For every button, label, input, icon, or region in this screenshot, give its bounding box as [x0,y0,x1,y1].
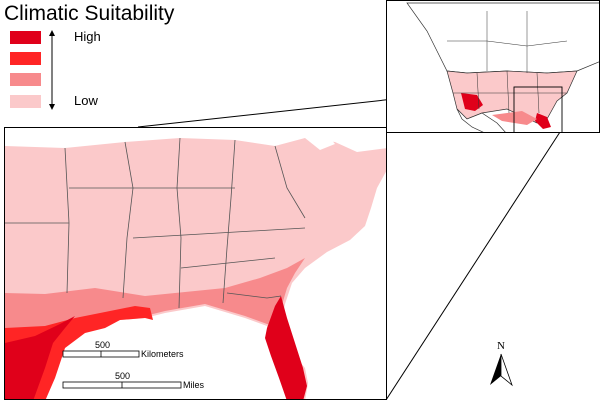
scale-bar-miles: 500 Miles [62,371,205,390]
legend-swatch-low [10,95,41,108]
main-map: 500 Kilometers 500 Miles [4,127,387,400]
scale-bar-kilometers: 500 Kilometers [62,340,184,359]
gulf-of-mexico [45,306,300,399]
legend-swatch-high [10,52,41,65]
legend-high-label: High [74,29,101,44]
inset-mexico [456,108,506,132]
inset-extent-box [513,86,563,132]
north-arrow-n: N [497,340,505,352]
inset-red-gulf [492,111,537,125]
atlantic-ocean [280,171,386,399]
scale-miles-unit: Miles [183,380,205,390]
zone-very-high-florida [265,296,307,399]
zone-very-high-west [5,316,75,399]
legend-low-label: Low [74,93,98,108]
inset-borders [447,11,568,114]
legend-title: Climatic Suitability [4,2,175,25]
legend-gradient-arrow [49,30,55,110]
lake-white-spot [305,132,335,150]
state-borders [5,137,306,309]
legend-swatch-very-high [10,31,41,44]
inset-canada [406,2,599,74]
inset-red-se [535,113,551,129]
inset-map [386,0,600,133]
north-arrow: N [490,340,513,387]
scale-miles-value: 500 [115,371,130,381]
scale-km-value: 500 [95,340,110,350]
scale-km-unit: Kilometers [141,349,184,359]
inset-red-sw [461,93,483,111]
legend-swatch-moderate [10,73,41,86]
